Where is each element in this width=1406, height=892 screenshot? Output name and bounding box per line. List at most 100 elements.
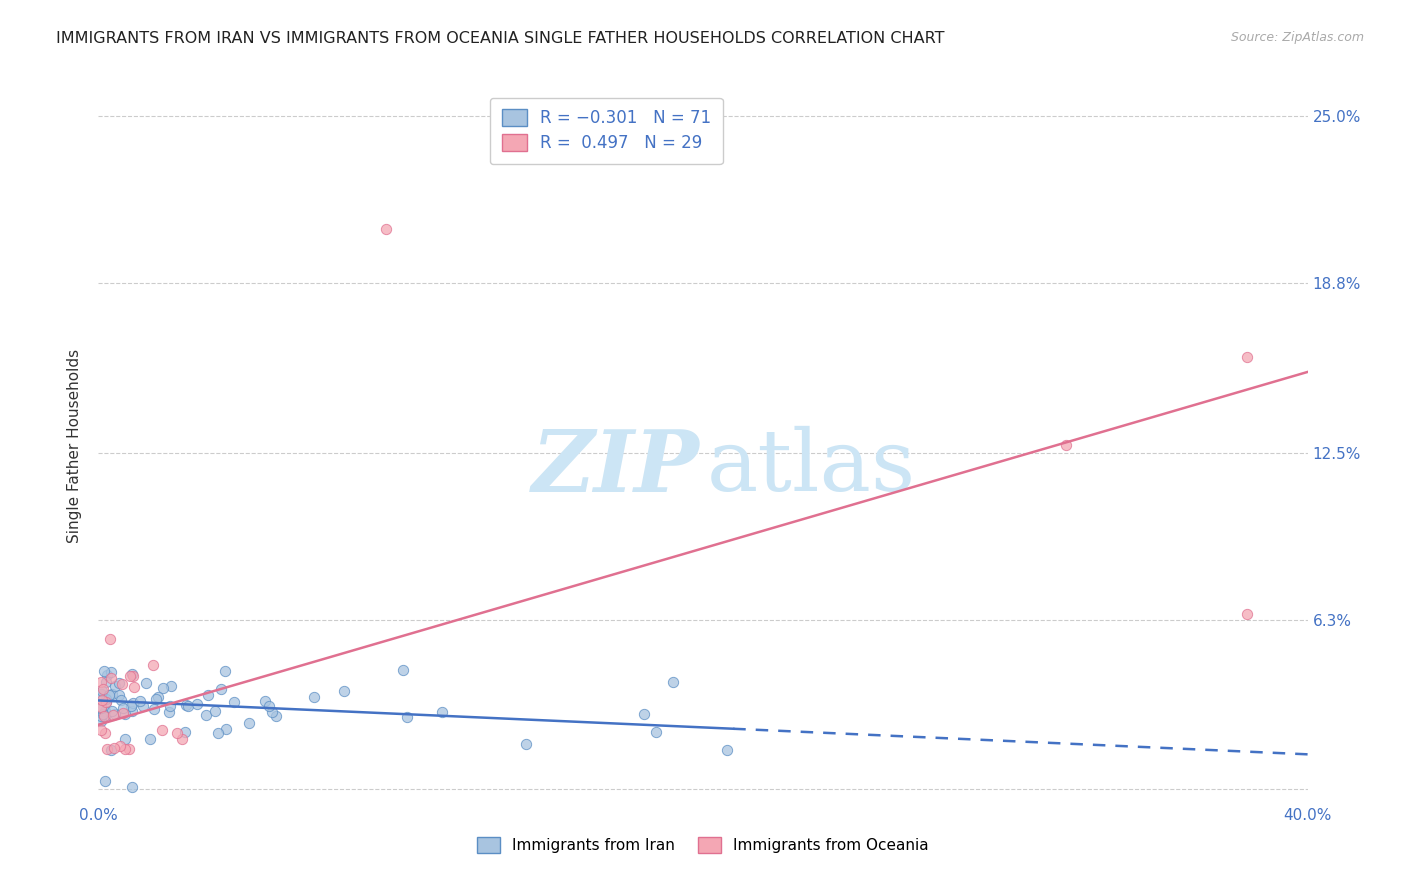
- Point: [121, 669, 143, 683]
- Point: [114, 706, 136, 721]
- Point: [332, 684, 354, 698]
- Point: [145, 691, 167, 706]
- Point: [90, 701, 112, 715]
- Point: [254, 694, 277, 708]
- Point: [166, 725, 188, 739]
- Point: [148, 690, 170, 705]
- Text: ZIP: ZIP: [531, 425, 699, 509]
- Point: [142, 657, 165, 672]
- Point: [94, 704, 117, 718]
- Point: [100, 743, 122, 757]
- Point: [1236, 350, 1258, 364]
- Point: [103, 707, 125, 722]
- Point: [111, 706, 134, 720]
- Point: [139, 732, 162, 747]
- Point: [100, 665, 122, 679]
- Point: [174, 725, 197, 739]
- Point: [257, 698, 280, 713]
- Point: [214, 723, 236, 737]
- Point: [222, 695, 245, 709]
- Point: [98, 632, 121, 647]
- Point: [150, 723, 173, 738]
- Point: [100, 671, 122, 685]
- Point: [374, 222, 396, 236]
- Point: [396, 710, 419, 724]
- Point: [633, 707, 655, 722]
- Point: [152, 681, 174, 696]
- Text: Source: ZipAtlas.com: Source: ZipAtlas.com: [1230, 31, 1364, 45]
- Point: [159, 698, 181, 713]
- Point: [716, 742, 738, 756]
- Point: [90, 674, 112, 689]
- Point: [120, 699, 142, 714]
- Point: [90, 709, 112, 723]
- Point: [122, 680, 145, 694]
- Point: [112, 701, 135, 715]
- Point: [121, 780, 143, 794]
- Legend: Immigrants from Iran, Immigrants from Oceania: Immigrants from Iran, Immigrants from Oc…: [471, 831, 935, 859]
- Point: [118, 742, 141, 756]
- Point: [96, 742, 118, 756]
- Point: [91, 693, 114, 707]
- Point: [260, 706, 283, 720]
- Point: [90, 699, 112, 714]
- Point: [94, 674, 117, 689]
- Point: [214, 665, 236, 679]
- Point: [96, 668, 118, 682]
- Point: [96, 692, 118, 706]
- Point: [90, 687, 112, 701]
- Point: [103, 741, 125, 756]
- Point: [644, 725, 666, 739]
- Point: [104, 707, 127, 722]
- Point: [121, 696, 143, 710]
- Point: [91, 682, 114, 697]
- Point: [143, 702, 166, 716]
- Text: atlas: atlas: [707, 425, 915, 509]
- Point: [100, 704, 122, 718]
- Point: [195, 708, 218, 723]
- Point: [91, 684, 114, 698]
- Point: [160, 679, 183, 693]
- Point: [98, 689, 121, 703]
- Point: [264, 709, 287, 723]
- Point: [110, 693, 132, 707]
- Point: [135, 676, 157, 690]
- Point: [1054, 437, 1077, 451]
- Point: [121, 667, 143, 681]
- Point: [132, 699, 155, 714]
- Point: [204, 704, 226, 718]
- Point: [90, 687, 112, 701]
- Point: [392, 663, 415, 677]
- Point: [238, 716, 260, 731]
- Point: [302, 690, 325, 704]
- Point: [108, 676, 131, 690]
- Point: [108, 688, 131, 702]
- Point: [100, 687, 122, 701]
- Point: [104, 679, 127, 693]
- Point: [1236, 607, 1258, 622]
- Point: [93, 709, 115, 723]
- Point: [174, 698, 197, 712]
- Point: [110, 677, 132, 691]
- Point: [186, 698, 208, 712]
- Point: [93, 708, 115, 723]
- Point: [157, 705, 180, 719]
- Point: [661, 674, 683, 689]
- Point: [515, 737, 537, 751]
- Point: [177, 698, 200, 713]
- Point: [91, 706, 114, 721]
- Text: IMMIGRANTS FROM IRAN VS IMMIGRANTS FROM OCEANIA SINGLE FATHER HOUSEHOLDS CORRELA: IMMIGRANTS FROM IRAN VS IMMIGRANTS FROM …: [56, 31, 945, 46]
- Point: [93, 665, 115, 679]
- Point: [207, 726, 229, 740]
- Point: [96, 696, 118, 710]
- Point: [90, 714, 112, 729]
- Point: [90, 723, 112, 738]
- Point: [197, 688, 219, 702]
- Y-axis label: Single Father Households: Single Father Households: [67, 349, 83, 543]
- Point: [121, 704, 143, 718]
- Point: [118, 669, 141, 683]
- Point: [114, 732, 136, 747]
- Point: [430, 705, 453, 719]
- Point: [93, 774, 115, 789]
- Point: [108, 739, 131, 754]
